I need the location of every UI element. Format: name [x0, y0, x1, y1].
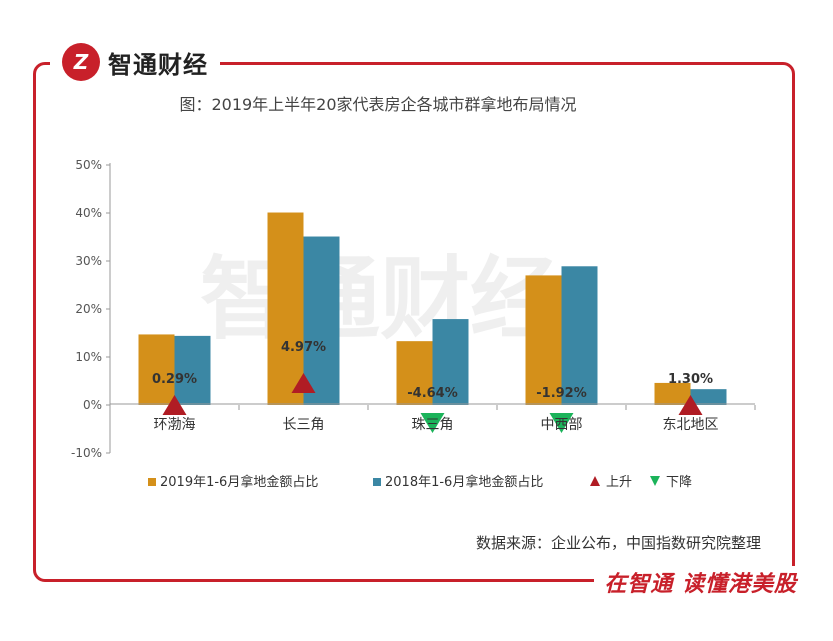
legend-label: 2019年1-6月拿地金额占比 — [160, 474, 318, 490]
legend-label: 下降 — [666, 475, 692, 490]
slogan-box: 在智通 读懂港美股 — [594, 566, 807, 598]
legend-down-icon — [650, 476, 660, 486]
category-label: 东北地区 — [663, 417, 719, 433]
category-label: 环渤海 — [154, 417, 196, 433]
bar-2018 — [174, 335, 211, 405]
bar-2019 — [396, 341, 433, 405]
bar-2019 — [525, 275, 562, 405]
y-tick-label: 10% — [75, 350, 102, 364]
y-tick-label: 20% — [75, 302, 102, 316]
logo-mark-icon: Z — [62, 43, 100, 81]
chart-title: 图：2019年上半年20家代表房企各城市群拿地布局情况 — [179, 95, 576, 114]
chart-frame — [33, 62, 795, 582]
legend-swatch — [148, 478, 156, 486]
bar-2019 — [267, 212, 304, 405]
y-tick-label: -10% — [71, 446, 102, 460]
bar-2019 — [654, 382, 691, 405]
change-label: -1.92% — [536, 386, 587, 401]
brand-name: 智通财经 — [108, 50, 208, 79]
down-triangle-icon — [420, 413, 445, 433]
category-label: 长三角 — [283, 417, 325, 433]
slogan: 在智通 读懂港美股 — [604, 572, 797, 597]
bar-2018 — [303, 236, 340, 405]
change-label: -4.64% — [407, 386, 458, 401]
y-tick-label: 30% — [75, 254, 102, 268]
y-tick-label: 0% — [83, 398, 102, 412]
data-source: 数据来源：企业公布，中国指数研究院整理 — [475, 534, 761, 552]
category-label: 中西部 — [541, 417, 583, 433]
y-tick-label: 40% — [75, 206, 102, 220]
change-label: 1.30% — [668, 372, 713, 387]
bar-2018 — [690, 389, 727, 405]
up-triangle-icon — [162, 395, 187, 415]
up-triangle-icon — [678, 395, 703, 415]
change-label: 0.29% — [152, 372, 197, 387]
bar-2018 — [432, 319, 469, 405]
up-triangle-icon — [291, 373, 316, 393]
legend-label: 2018年1-6月拿地金额占比 — [385, 474, 543, 490]
legend-up-icon — [590, 476, 600, 486]
brand-logo: Z 智通财经 — [50, 40, 220, 84]
change-label: 4.97% — [281, 340, 326, 355]
legend-swatch — [373, 478, 381, 486]
category-label: 珠三角 — [412, 417, 454, 433]
legend-label: 上升 — [606, 475, 632, 490]
bar-2019 — [138, 334, 175, 405]
y-tick-label: 50% — [75, 158, 102, 172]
watermark: 智通财经 — [200, 247, 560, 352]
bar-2018 — [561, 266, 598, 405]
down-triangle-icon — [549, 413, 574, 433]
